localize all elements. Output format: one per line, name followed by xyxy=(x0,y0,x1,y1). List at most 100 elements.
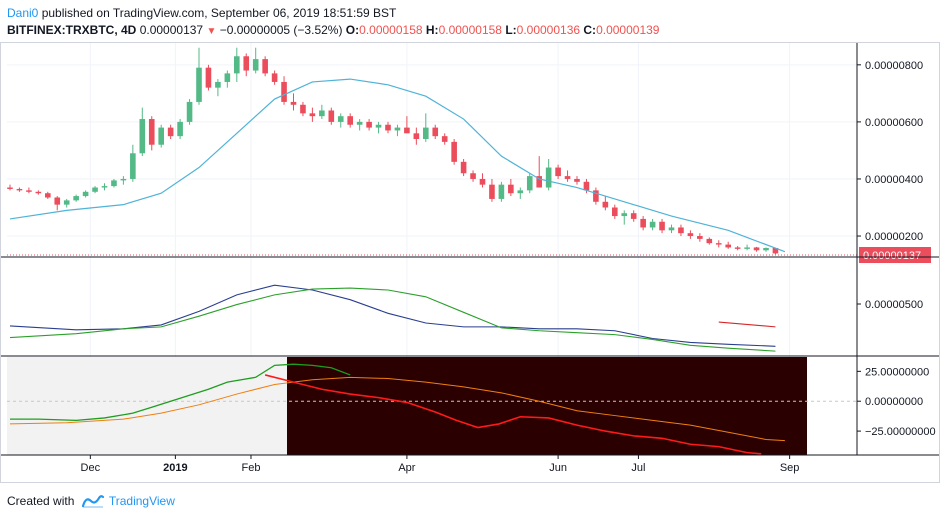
candle[interactable] xyxy=(347,113,353,128)
candle[interactable] xyxy=(111,178,117,188)
candle-body xyxy=(300,104,306,114)
candle[interactable] xyxy=(697,233,703,242)
candle[interactable] xyxy=(668,224,675,234)
candle[interactable] xyxy=(375,121,382,134)
candle[interactable] xyxy=(262,56,268,77)
candle[interactable] xyxy=(92,186,98,194)
candle[interactable] xyxy=(593,187,599,205)
candle[interactable] xyxy=(734,246,741,251)
candle[interactable] xyxy=(744,244,750,251)
candle[interactable] xyxy=(215,79,221,97)
candle-body xyxy=(498,184,505,199)
candle[interactable] xyxy=(508,178,514,197)
candle[interactable] xyxy=(224,70,231,88)
oscillator-pane[interactable] xyxy=(7,363,857,455)
candle[interactable] xyxy=(186,99,193,125)
candle[interactable] xyxy=(167,124,174,140)
ma-pane[interactable] xyxy=(9,284,776,352)
candle[interactable] xyxy=(73,194,79,202)
candle[interactable] xyxy=(148,116,155,151)
candle[interactable] xyxy=(413,127,420,145)
candle-body xyxy=(715,243,722,245)
candle[interactable] xyxy=(555,164,561,179)
candle[interactable] xyxy=(479,173,486,188)
candle[interactable] xyxy=(385,121,391,134)
candle[interactable] xyxy=(460,158,467,177)
candle[interactable] xyxy=(394,124,401,137)
candle[interactable] xyxy=(526,173,533,194)
candle[interactable] xyxy=(536,156,542,188)
candle[interactable] xyxy=(319,104,325,120)
candle[interactable] xyxy=(706,237,713,245)
candle[interactable] xyxy=(659,218,665,234)
candle[interactable] xyxy=(54,196,61,211)
candle-body xyxy=(763,248,769,251)
candle[interactable] xyxy=(763,247,769,252)
candle[interactable] xyxy=(366,119,372,131)
candle[interactable] xyxy=(205,64,212,91)
candle[interactable] xyxy=(649,218,656,231)
candle[interactable] xyxy=(423,113,429,142)
candle[interactable] xyxy=(328,107,335,125)
candle[interactable] xyxy=(300,101,306,117)
candle[interactable] xyxy=(356,119,363,131)
candle[interactable] xyxy=(243,53,250,77)
candle[interactable] xyxy=(470,170,476,182)
author-link[interactable]: Dani0 xyxy=(7,6,39,20)
candle[interactable] xyxy=(621,210,628,225)
candle-body xyxy=(545,167,552,188)
candle[interactable] xyxy=(139,107,146,157)
candle[interactable] xyxy=(432,124,439,140)
candle[interactable] xyxy=(545,158,552,191)
candle[interactable] xyxy=(309,107,316,122)
candle[interactable] xyxy=(101,183,108,191)
candle[interactable] xyxy=(678,224,684,237)
candle[interactable] xyxy=(271,70,278,85)
candle[interactable] xyxy=(252,47,259,74)
candle-body xyxy=(612,207,618,217)
bearish-zone-background xyxy=(287,357,807,455)
candle[interactable] xyxy=(281,76,287,105)
candle[interactable] xyxy=(120,176,127,185)
candle[interactable] xyxy=(158,124,164,148)
candle[interactable] xyxy=(177,119,183,140)
candle[interactable] xyxy=(82,190,89,198)
candle[interactable] xyxy=(498,181,505,202)
candle[interactable] xyxy=(26,187,32,194)
price-pane[interactable] xyxy=(7,47,857,256)
candle[interactable] xyxy=(441,133,448,145)
candle[interactable] xyxy=(574,176,580,185)
candle[interactable] xyxy=(517,187,524,199)
candle[interactable] xyxy=(687,230,694,239)
candle[interactable] xyxy=(63,198,70,208)
candle[interactable] xyxy=(45,191,51,199)
candle[interactable] xyxy=(602,196,609,211)
candle[interactable] xyxy=(772,248,779,255)
tradingview-brand-link[interactable]: TradingView xyxy=(108,494,175,508)
candle[interactable] xyxy=(564,170,571,182)
candle[interactable] xyxy=(404,116,410,134)
candle[interactable] xyxy=(290,93,297,111)
candle[interactable] xyxy=(7,184,13,191)
x-tick-label: Jun xyxy=(549,462,567,474)
candle[interactable] xyxy=(715,240,722,248)
candle[interactable] xyxy=(725,241,731,249)
candle[interactable] xyxy=(640,216,646,231)
candle[interactable] xyxy=(130,144,136,182)
candle-body xyxy=(649,221,656,228)
candle[interactable] xyxy=(612,204,618,219)
candle[interactable] xyxy=(196,47,202,105)
candle-body xyxy=(252,59,259,71)
y-tick-label: −25.00000000 xyxy=(865,426,936,438)
candle[interactable] xyxy=(35,190,42,195)
oscillator-orange-line xyxy=(9,376,785,442)
candle[interactable] xyxy=(489,178,495,202)
candle[interactable] xyxy=(753,246,760,252)
candle[interactable] xyxy=(630,210,637,222)
candle[interactable] xyxy=(16,187,23,192)
candle[interactable] xyxy=(234,47,240,82)
candle-body xyxy=(583,181,590,191)
candle[interactable] xyxy=(337,113,344,128)
candle[interactable] xyxy=(451,139,457,165)
